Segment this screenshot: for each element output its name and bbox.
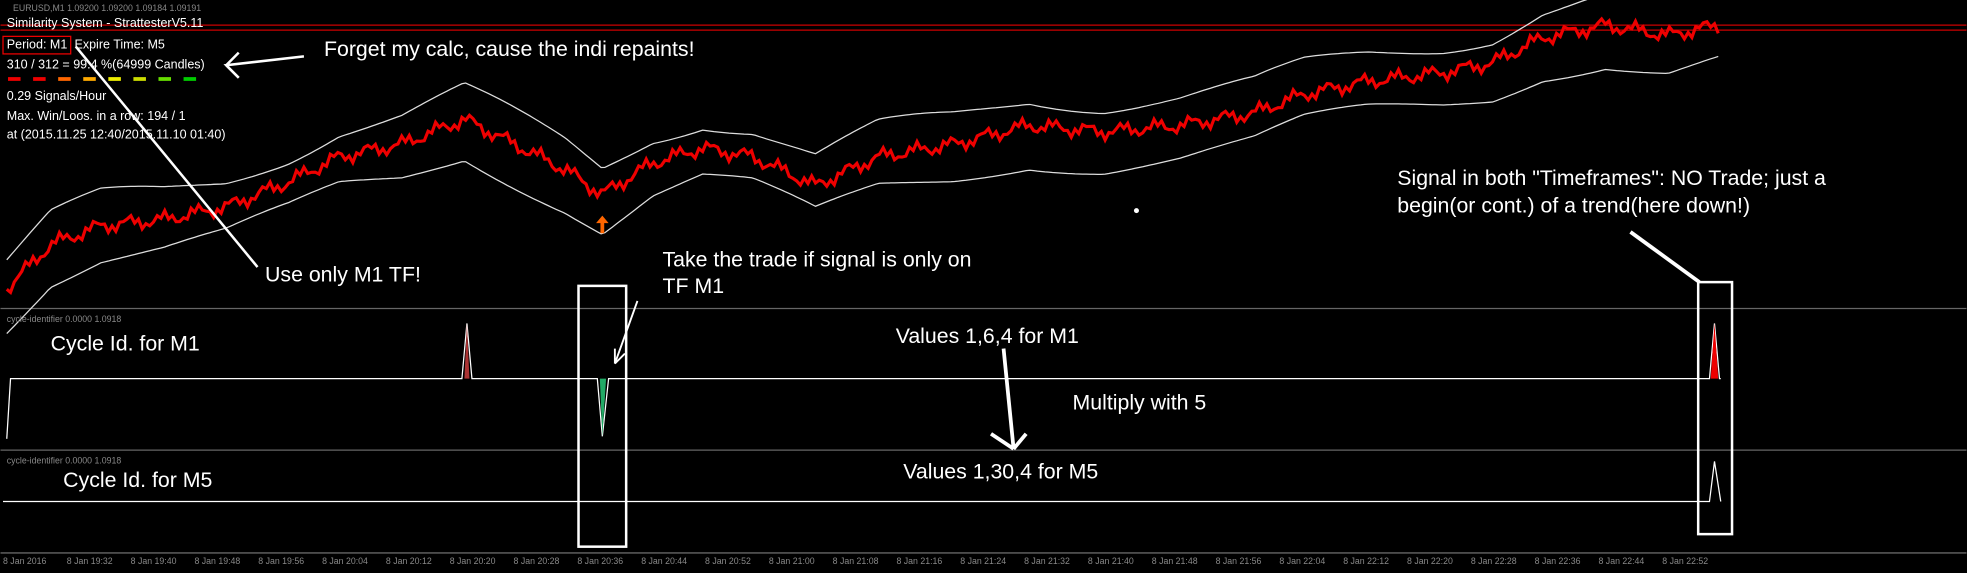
signal-spike [599, 378, 607, 437]
time-label: 8 Jan 22:20 [1407, 556, 1453, 566]
annotation: Signal in both "Timeframes": NO Trade; j… [1397, 166, 1826, 190]
up-arrow [596, 215, 609, 234]
band [6, 0, 1588, 261]
arrow [989, 348, 1028, 451]
time-label: 8 Jan 22:52 [1662, 556, 1708, 566]
time-label: 8 Jan 20:04 [322, 556, 368, 566]
time-label: 8 Jan 20:52 [705, 556, 751, 566]
time-label: 8 Jan 20:28 [514, 556, 560, 566]
signals: 0.29 Signals/Hour [7, 89, 106, 103]
band [6, 55, 1719, 334]
annotation: Cycle Id. for M5 [63, 468, 212, 492]
time-label: 8 Jan 19:56 [258, 556, 304, 566]
indicator [3, 323, 1722, 503]
connector [74, 45, 259, 268]
cycle-line [3, 461, 1722, 503]
time-label: 8 Jan 20:36 [577, 556, 623, 566]
time-axis: 8 Jan 2016 8 Jan 19:32 8 Jan 19:40 8 Jan 19… [3, 556, 1708, 566]
annotation: Values 1,30,4 for M5 [903, 459, 1098, 483]
time-label: 8 Jan 21:00 [769, 556, 815, 566]
time-label: 8 Jan 21:32 [1024, 556, 1070, 566]
box [577, 284, 628, 548]
signal-spike [1710, 323, 1719, 379]
annotation: Multiply with 5 [1073, 390, 1207, 414]
streak: Max. Win/Loos. in a row: 194 / 1 [7, 109, 186, 123]
time-label: 8 Jan 19:48 [194, 556, 240, 566]
signal-spike [464, 323, 470, 379]
box [1696, 280, 1734, 536]
range: at (2015.11.25 12:40/2015.11.10 01:40) [7, 128, 226, 142]
time-label: 8 Jan 20:12 [386, 556, 432, 566]
time-label: 8 Jan 22:28 [1471, 556, 1517, 566]
panel-title: Similarity System - StrattesterV5.11 [7, 16, 204, 30]
price-line [5, 16, 1720, 296]
time-label: 8 Jan 20:20 [450, 556, 496, 566]
time-label: 8 Jan 20:44 [641, 556, 687, 566]
time-label: 8 Jan 21:40 [1088, 556, 1134, 566]
annotation: Take the trade if signal is only on [663, 247, 972, 271]
annotation: Forget my calc, cause the indi repaints! [324, 37, 695, 61]
annotation: Use only M1 TF! [265, 262, 421, 286]
annotation: begin(or cont.) of a trend(here down!) [1397, 194, 1750, 218]
dot [1133, 208, 1139, 214]
time-label: 8 Jan 21:56 [1216, 556, 1262, 566]
annotation: Cycle Id. for M1 [51, 331, 200, 355]
subwindow-label: cycle-identifier 0.0000 1.0918 [7, 314, 122, 324]
expire: Expire Time: M5 [74, 37, 164, 51]
time-label: 8 Jan 22:04 [1279, 556, 1325, 566]
price-chart [5, 0, 1720, 334]
highlight [2, 35, 72, 55]
connector [1629, 230, 1701, 284]
time-label: 8 Jan 21:48 [1152, 556, 1198, 566]
annotation: Values 1,6,4 for M1 [896, 324, 1079, 348]
annotation: TF M1 [663, 274, 725, 298]
time-label: 8 Jan 21:16 [896, 556, 942, 566]
ratio: 310 / 312 = 99.4 %(64999 Candles) [7, 58, 205, 72]
time-label: 8 Jan 19:32 [67, 556, 113, 566]
arrow-head [225, 51, 240, 79]
period: Period: M1 [7, 37, 68, 51]
arrow [613, 300, 639, 365]
subwindow-label: cycle-identifier 0.0000 1.0918 [7, 456, 122, 466]
cycle-line [6, 323, 1721, 439]
symbol-header: EURUSD,M1 1.09200 1.09200 1.09184 1.0919… [13, 3, 201, 13]
time-label: 8 Jan 22:36 [1535, 556, 1581, 566]
time-label: 8 Jan 21:08 [833, 556, 879, 566]
time-label: 8 Jan 22:44 [1599, 556, 1645, 566]
time-label: 8 Jan 19:40 [131, 556, 177, 566]
time-label: 8 Jan 21:24 [960, 556, 1006, 566]
time-label: 8 Jan 22:12 [1343, 556, 1389, 566]
annotation-shapes [74, 45, 1734, 548]
time-label: 8 Jan 2016 [3, 556, 47, 566]
